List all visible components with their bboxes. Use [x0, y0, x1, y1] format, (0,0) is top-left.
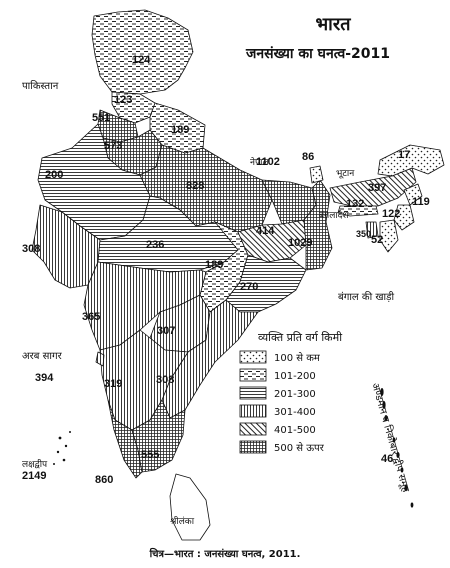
- density-gujarat: 308: [22, 243, 40, 255]
- density-goa: 394: [35, 372, 54, 384]
- density-rajasthan: 200: [45, 169, 63, 181]
- density-kerala: 860: [95, 474, 113, 486]
- map-regions: [31, 9, 445, 541]
- density-meghalaya: 132: [346, 198, 364, 210]
- legend-item: 401-500: [239, 422, 316, 436]
- label-pakistan: पाकिस्तान: [22, 80, 59, 92]
- region-arunachal: [377, 144, 445, 177]
- label-arabian-sea: अरब सागर: [22, 351, 63, 362]
- density-tripura: 350: [356, 229, 371, 239]
- density-uttar-pradesh: 828: [186, 180, 204, 192]
- density-assam: 397: [368, 182, 386, 194]
- legend-item: 301-400: [239, 404, 316, 418]
- density-andhra: 308: [156, 374, 174, 386]
- density-karnataka: 319: [104, 378, 122, 390]
- region-tripura: [365, 221, 379, 239]
- legend-title: व्यक्ति प्रति वर्ग किमी: [258, 331, 342, 344]
- legend-label: 401-500: [274, 425, 316, 436]
- region-mizoram: [379, 219, 399, 253]
- legend-swatch-diagonal: [239, 422, 267, 436]
- label-nepal: नेपाल: [250, 156, 269, 168]
- region-sri-lanka: [169, 473, 211, 541]
- label-bangladesh: बंगलादेश: [319, 209, 349, 221]
- density-jammu-kashmir: 124: [132, 54, 151, 66]
- density-manipur: 122: [382, 208, 400, 220]
- label-lakshadweep: लक्षद्वीप: [22, 458, 48, 470]
- andaman-islands: [380, 388, 414, 508]
- lakshadweep-islands: [53, 431, 71, 465]
- legend-swatch-dashes: [239, 368, 267, 382]
- region-himachal: [111, 91, 156, 124]
- region-west-bengal: [303, 179, 333, 271]
- legend-swatch-crosshatch: [239, 440, 267, 454]
- density-madhya-pradesh: 236: [146, 239, 164, 251]
- density-bihar: 1102: [256, 156, 280, 168]
- legend-label: 301-400: [274, 407, 316, 418]
- legend-item: 101-200: [239, 368, 316, 382]
- density-jharkhand: 414: [256, 225, 275, 237]
- legend-item: 100 से कम: [239, 350, 321, 364]
- legend-label: 500 से ऊपर: [274, 442, 325, 454]
- label-andaman: अण्डमान व निकोबार द्वीप समूह: [369, 382, 412, 495]
- label-sri-lanka: श्रीलंका: [170, 515, 195, 527]
- legend-item: 500 से ऊपर: [239, 440, 325, 454]
- density-uttarakhand: 189: [171, 124, 189, 136]
- density-lakshadweep: 2149: [22, 470, 46, 482]
- legend-label: 101-200: [274, 371, 316, 382]
- density-arunachal: 17: [398, 149, 410, 161]
- density-mizoram: 52: [371, 234, 383, 246]
- legend-swatch-vertical: [239, 404, 267, 418]
- legend-item: 201-300: [239, 386, 316, 400]
- region-goa: [95, 351, 105, 367]
- density-punjab: 551: [92, 112, 110, 124]
- region-sikkim: [309, 165, 324, 184]
- map-subtitle: जनसंख्या का घनत्व-2011: [245, 46, 390, 62]
- density-himachal: 123: [114, 94, 132, 106]
- density-tamil-nadu: 555: [141, 449, 159, 461]
- density-chhattisgarh: 189: [205, 259, 223, 271]
- density-telangana: 307: [157, 325, 175, 337]
- figure-caption: चित्र—भारत : जनसंख्या घनत्व, 2011.: [149, 549, 301, 560]
- region-manipur: [393, 204, 415, 231]
- region-gujarat: [31, 204, 101, 289]
- label-bay-of-bengal: बंगाल की खाड़ी: [338, 291, 394, 303]
- legend-swatch-dots: [239, 350, 267, 364]
- density-west-bengal: 1029: [288, 237, 312, 249]
- density-haryana: 573: [104, 140, 122, 152]
- region-jammu-kashmir: [91, 9, 194, 95]
- density-maharashtra: 365: [82, 311, 100, 323]
- label-bhutan: भूटान: [336, 169, 355, 179]
- legend: व्यक्ति प्रति वर्ग किमी 100 से कम 101-20…: [239, 331, 342, 454]
- map-title: भारत: [316, 14, 352, 35]
- density-andaman: 46: [381, 453, 393, 465]
- density-labels: 124 123 551 189 573 200 828 1102 86 17 3…: [22, 54, 430, 486]
- region-meghalaya: [337, 205, 379, 217]
- legend-swatch-horizontal: [239, 386, 267, 400]
- legend-label: 201-300: [274, 389, 316, 400]
- legend-label: 100 से कम: [274, 352, 321, 364]
- region-nagaland: [403, 183, 423, 206]
- density-odisha: 270: [240, 281, 258, 293]
- density-nagaland: 119: [412, 196, 430, 208]
- region-tamil-nadu: [131, 399, 186, 473]
- density-sikkim: 86: [302, 151, 314, 163]
